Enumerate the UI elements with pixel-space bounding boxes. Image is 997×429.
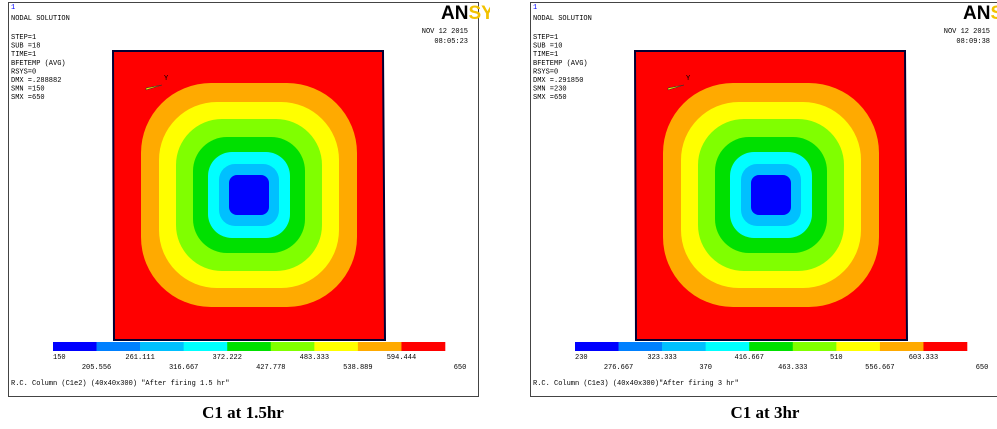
triad (667, 84, 685, 91)
legend-swatch (183, 342, 228, 351)
info-line: BFETEMP (AVG) (533, 60, 588, 68)
legend-label: 538.889 (343, 364, 372, 372)
legend-label: 372.222 (213, 354, 242, 362)
legend-swatch (53, 342, 97, 351)
legend-label: 556.667 (865, 364, 894, 372)
info-line: SMN =150 (11, 86, 45, 94)
legend-swatch (662, 342, 706, 351)
legend-label: 276.667 (604, 364, 633, 372)
legend-label: 370 (699, 364, 712, 372)
legend-swatch (879, 342, 924, 351)
legend-swatch (836, 342, 881, 351)
legend-label: 150 (53, 354, 66, 362)
legend-label: 650 (976, 364, 989, 372)
logo-an: AN (441, 3, 468, 24)
footer: R.C. Column (C1e2) (40x40x300) "After fi… (11, 380, 229, 388)
caption: C1 at 3hr (731, 403, 800, 422)
legend-swatch (357, 342, 402, 351)
contour-band (229, 175, 269, 215)
logo-an: AN (963, 3, 990, 24)
plot-title: NODAL SOLUTION (533, 15, 592, 23)
legend-label: 316.667 (169, 364, 198, 372)
legend-swatch (401, 342, 446, 351)
info-line: STEP=1 (533, 34, 558, 42)
legend-swatch (270, 342, 315, 351)
info-line: BFETEMP (AVG) (11, 60, 66, 68)
info-line: DMX =.288882 (11, 77, 61, 85)
time: 08:09:38 (956, 38, 990, 46)
legend-swatch (140, 342, 184, 351)
info-line: TIME=1 (11, 51, 36, 59)
legend-swatch (618, 342, 663, 351)
info-line: RSYS=0 (533, 68, 558, 76)
legend-label: 416.667 (735, 354, 764, 362)
legend-label: 594.444 (387, 354, 416, 362)
info-line: SUB =10 (533, 43, 562, 51)
triad-label: Y (686, 75, 691, 83)
legend-label: 261.111 (125, 354, 154, 362)
legend-label: 463.333 (778, 364, 807, 372)
legend-swatch (923, 342, 968, 351)
legend-swatch (705, 342, 750, 351)
legend-swatch (575, 342, 619, 351)
logo: ANSYS (441, 3, 490, 24)
logo-sys: SYS (468, 3, 490, 24)
info-line: SMN =230 (533, 86, 567, 94)
info-line: SMX =650 (11, 94, 45, 102)
date: NOV 12 2015 (422, 28, 468, 36)
time: 08:05:23 (434, 38, 468, 46)
date: NOV 12 2015 (944, 28, 990, 36)
caption: C1 at 1.5hr (202, 403, 284, 422)
legend-label: 205.556 (82, 364, 111, 372)
triad-label: Y (164, 75, 169, 83)
info-line: SUB =18 (11, 43, 40, 51)
plot-number: 1 (533, 4, 537, 12)
legend-swatch (227, 342, 272, 351)
info-line: RSYS=0 (11, 68, 36, 76)
logo: ANSYS (963, 3, 997, 24)
legend-label: 603.333 (909, 354, 938, 362)
legend-swatch (792, 342, 837, 351)
legend-label: 483.333 (300, 354, 329, 362)
triad (145, 84, 163, 91)
contour-band (751, 175, 791, 215)
plot-title: NODAL SOLUTION (11, 15, 70, 23)
info-line: STEP=1 (11, 34, 36, 42)
legend-swatch (96, 342, 141, 351)
info-line: SMX =650 (533, 94, 567, 102)
plot-number: 1 (11, 4, 15, 12)
legend-swatch (749, 342, 794, 351)
legend-label: 650 (454, 364, 467, 372)
info-line: TIME=1 (533, 51, 558, 59)
logo-sys: SYS (990, 3, 997, 24)
info-line: DMX =.291850 (533, 77, 583, 85)
footer: R.C. Column (C1e3) (40x40x300)"After fir… (533, 380, 739, 388)
legend-label: 230 (575, 354, 588, 362)
legend-swatch (314, 342, 359, 351)
legend-label: 510 (830, 354, 843, 362)
legend-label: 427.778 (256, 364, 285, 372)
legend-label: 323.333 (647, 354, 676, 362)
